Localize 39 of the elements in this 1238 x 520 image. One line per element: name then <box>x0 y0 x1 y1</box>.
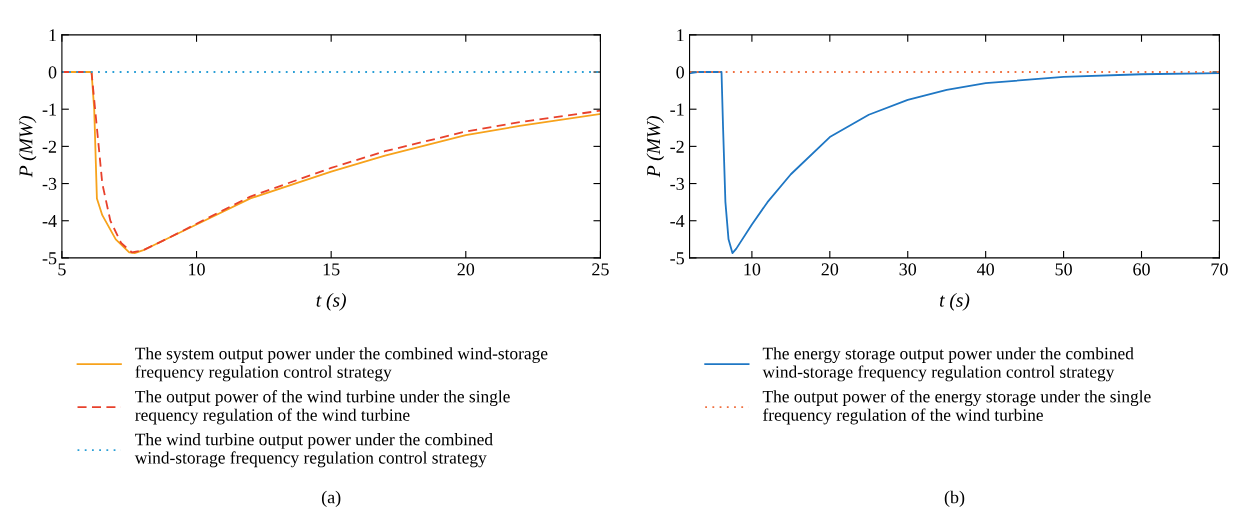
x-axis-title: t (s) <box>316 293 346 311</box>
y-tick-label: 1 <box>49 29 56 42</box>
line-series <box>689 71 1220 254</box>
x-tick-label: 20 <box>821 263 839 276</box>
x-tick-label: 10 <box>189 263 205 276</box>
y-tick-label: -4 <box>42 215 57 227</box>
x-tick-label: 5 <box>58 263 66 276</box>
y-tick-label: 1 <box>677 29 684 42</box>
legend-label: The wind turbine output power under the combined wind-storage frequency regulation control strategy <box>134 433 493 468</box>
y-tick-label: -3 <box>670 177 684 190</box>
y-tick-label: -1 <box>670 103 684 116</box>
x-tick-label: 50 <box>1055 263 1072 276</box>
x-tick-label: 20 <box>457 263 475 276</box>
x-tick-label: 25 <box>592 263 609 276</box>
y-axis-title: P (MW) <box>18 116 37 178</box>
x-axis-title: t (s) <box>939 293 970 311</box>
legend-label: The output power of the energy storage under the single frequency regulation of the wind turbine <box>762 390 1151 425</box>
y-axis-title: P (MW) <box>646 116 665 178</box>
text: (b) <box>944 490 965 508</box>
y-tick-label: -2 <box>42 140 57 153</box>
line-series <box>61 71 601 254</box>
x-tick-label: 40 <box>976 263 995 276</box>
legend-label: The energy storage output power under the combined wind-storage frequency regulation control strategy <box>762 347 1134 382</box>
x-tick-label: 60 <box>1133 263 1150 276</box>
legend-label: The system output power under the combined wind-storage frequency regulation control strategy <box>135 347 548 382</box>
y-tick-label: -3 <box>42 177 57 190</box>
y-tick-label: 0 <box>48 66 57 79</box>
legend-label: The output power of the wind turbine under the single requency regulation of the wind turbine <box>135 390 510 425</box>
x-tick-label: 70 <box>1211 263 1228 276</box>
y-tick-label: -5 <box>670 252 684 265</box>
y-tick-label: 0 <box>676 66 685 79</box>
y-tick-label: -4 <box>670 215 685 227</box>
y-tick-label: -1 <box>42 103 56 116</box>
y-tick-label: -2 <box>670 140 684 153</box>
x-tick-label: 10 <box>744 263 761 276</box>
y-tick-label: -5 <box>42 252 57 265</box>
text: (a) <box>321 490 341 508</box>
x-tick-label: 30 <box>899 263 917 276</box>
x-tick-label: 15 <box>323 263 340 276</box>
